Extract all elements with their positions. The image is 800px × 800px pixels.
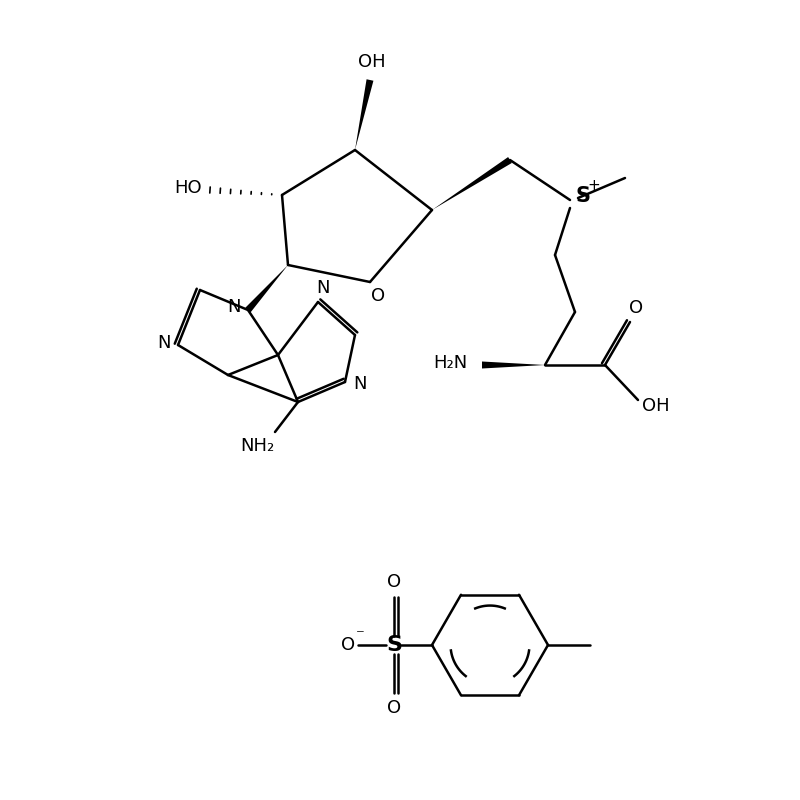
Text: ⁻: ⁻: [356, 626, 364, 644]
Text: S: S: [386, 635, 402, 655]
Text: O: O: [371, 287, 385, 305]
Text: N: N: [316, 279, 330, 297]
Text: O: O: [387, 573, 401, 591]
Text: O: O: [387, 699, 401, 717]
Text: OH: OH: [642, 397, 670, 415]
Text: N: N: [354, 375, 366, 393]
Polygon shape: [432, 157, 512, 210]
Polygon shape: [246, 265, 288, 312]
Text: N: N: [158, 334, 170, 352]
Polygon shape: [482, 362, 545, 369]
Text: OH: OH: [358, 53, 386, 71]
Text: S: S: [575, 186, 590, 206]
Text: H₂N: H₂N: [433, 354, 467, 372]
Polygon shape: [355, 79, 374, 150]
Text: O: O: [629, 299, 643, 317]
Text: O: O: [341, 636, 355, 654]
Text: HO: HO: [174, 179, 202, 197]
Text: N: N: [227, 298, 241, 316]
Text: +: +: [588, 178, 600, 194]
Text: NH₂: NH₂: [240, 437, 274, 455]
